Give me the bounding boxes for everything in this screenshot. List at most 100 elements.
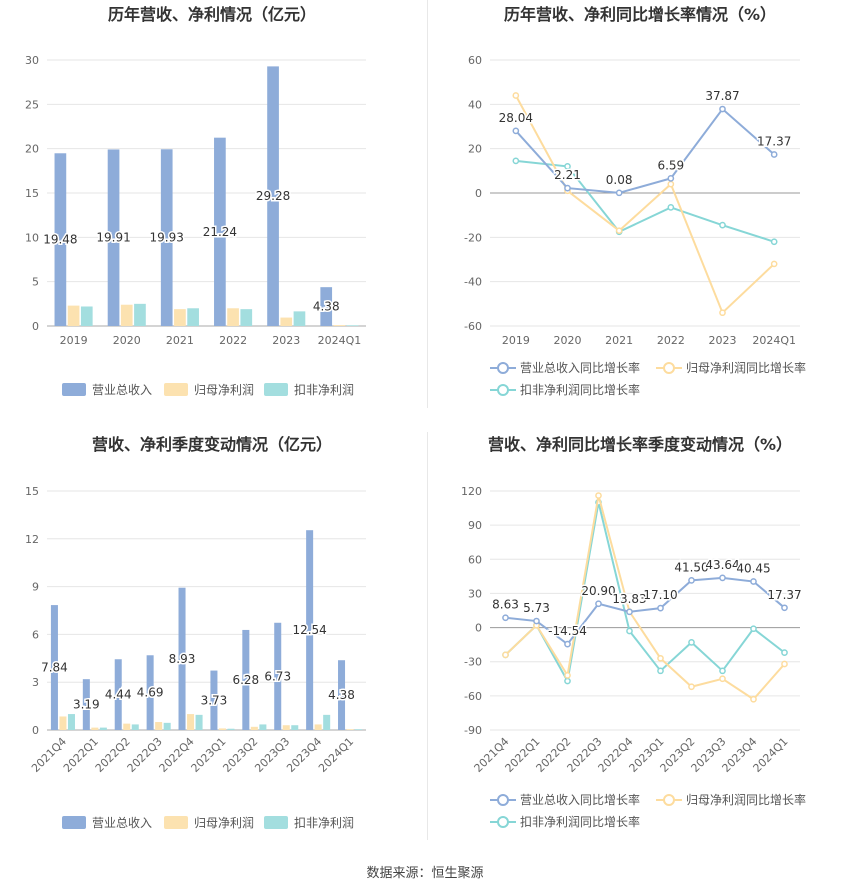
data-point <box>781 660 788 668</box>
data-label: 17.37 <box>757 134 791 148</box>
data-label: 19.93 <box>150 231 184 245</box>
series-line-revenue <box>515 107 775 194</box>
data-point <box>688 683 695 691</box>
bar-net-profit <box>250 726 258 730</box>
bar-net-profit <box>282 725 290 730</box>
legend-swatch <box>264 383 288 396</box>
data-point <box>750 695 757 703</box>
bar-revenue <box>214 137 226 326</box>
data-label: 4.38 <box>328 688 355 702</box>
data-point <box>719 574 726 582</box>
data-point <box>512 92 520 99</box>
data-label: 41.50 <box>674 560 708 574</box>
legend-swatch-marker <box>663 794 675 806</box>
data-label: -14.54 <box>548 624 587 638</box>
series-line-net-profit <box>514 94 775 315</box>
y-tick-label: 0 <box>475 187 482 200</box>
data-point <box>719 667 726 675</box>
y-tick-label: 40 <box>468 98 482 111</box>
bar-revenue <box>274 622 282 730</box>
bar-deducted-profit <box>99 727 107 730</box>
x-tick-label: 2019 <box>60 334 88 347</box>
data-label: 4.44 <box>105 688 132 702</box>
bar-deducted-profit <box>131 724 139 730</box>
legend-label: 归母净利润 <box>194 816 254 830</box>
data-point <box>595 492 602 499</box>
data-point <box>615 189 623 197</box>
bar-deducted-profit <box>195 714 203 730</box>
legend-swatch <box>264 816 288 829</box>
data-label: 6.28 <box>232 673 259 687</box>
bar-deducted-profit <box>80 306 93 326</box>
legend-swatch <box>62 816 86 829</box>
data-point <box>657 604 664 612</box>
chart-quarterly-growth: 营收、净利同比增长率季度变动情况（%） -90 -60 -30 0 30 60 90 120 20… <box>461 435 806 829</box>
data-label: 17.10 <box>643 588 677 602</box>
bar-revenue <box>210 670 218 730</box>
bar-revenue <box>178 587 186 730</box>
legend-label: 扣非净利润同比增长率 <box>520 814 640 829</box>
data-label: 6.59 <box>657 158 684 172</box>
bar-revenue <box>160 149 173 326</box>
data-point <box>626 608 633 616</box>
data-label: 37.87 <box>705 89 739 103</box>
data-label: 29.28 <box>256 189 290 203</box>
series-line-revenue <box>505 576 786 646</box>
y-tick-label: 60 <box>468 54 482 67</box>
data-label: 19.48 <box>43 233 77 247</box>
data-source-text: 数据来源：恒生聚源 <box>366 866 484 881</box>
data-point <box>667 204 675 211</box>
bar-net-profit <box>123 723 131 730</box>
y-tick-label: 0 <box>475 622 482 635</box>
data-label: 3.73 <box>201 693 228 707</box>
bar-revenue <box>146 655 154 730</box>
bar-net-profit <box>120 304 133 326</box>
x-tick-label: 2020 <box>113 334 141 347</box>
chart-annual-bar: 历年营收、净利情况（亿元） 0 5 10 15 20 25 30 2019 2020 2021 202… <box>25 5 366 397</box>
data-point <box>502 614 509 622</box>
x-tick-label: 2024Q1 <box>318 334 362 347</box>
data-point <box>781 649 788 656</box>
bar-net-profit <box>227 308 239 326</box>
bar-net-profit <box>187 714 195 730</box>
x-tick-label: 2020 <box>554 334 582 347</box>
y-tick-label: -20 <box>464 231 482 244</box>
data-label: 3.19 <box>73 698 100 712</box>
y-tick-label: 0 <box>32 320 39 333</box>
series-line-deducted-profit <box>515 159 775 243</box>
bar-deducted-profit <box>240 309 253 326</box>
vertical-divider <box>427 432 428 840</box>
data-point <box>512 127 520 135</box>
data-point <box>688 576 695 584</box>
x-tick-label: 2024Q1 <box>751 735 791 775</box>
series-line-net-profit <box>504 495 786 701</box>
data-point <box>657 667 664 675</box>
data-label: 4.38 <box>313 300 340 314</box>
legend-label: 营业总收入同比增长率 <box>520 792 640 807</box>
data-point <box>564 677 571 685</box>
x-tick-label: 2019 <box>502 334 530 347</box>
data-point <box>533 617 540 625</box>
y-tick-label: 20 <box>468 143 482 156</box>
x-tick-label: 2024Q1 <box>752 334 796 347</box>
data-point <box>657 654 664 662</box>
bar-deducted-profit <box>67 714 75 730</box>
data-point <box>564 640 571 648</box>
chart-quarterly-bar: 营收、净利季度变动情况（亿元）036912152021Q42022Q12022Q… <box>25 435 366 830</box>
legend-swatch-marker <box>663 362 675 374</box>
bar-net-profit <box>333 325 346 326</box>
data-label: 12.54 <box>292 623 326 637</box>
x-tick-label: 2023 <box>272 334 300 347</box>
bar-net-profit <box>346 729 354 730</box>
bar-net-profit <box>280 317 293 326</box>
bar-revenue <box>320 287 333 326</box>
chart-title: 营收、净利同比增长率季度变动情况（%） <box>488 435 792 454</box>
legend-label: 营业总收入 <box>92 816 152 830</box>
chart-title: 历年营收、净利情况（亿元） <box>108 5 316 24</box>
bar-deducted-profit <box>355 729 363 730</box>
bar-deducted-profit <box>323 714 331 730</box>
bar-deducted-profit <box>227 728 235 730</box>
bar-deducted-profit <box>187 308 199 326</box>
chart-title: 历年营收、净利同比增长率情况（%） <box>504 5 776 24</box>
